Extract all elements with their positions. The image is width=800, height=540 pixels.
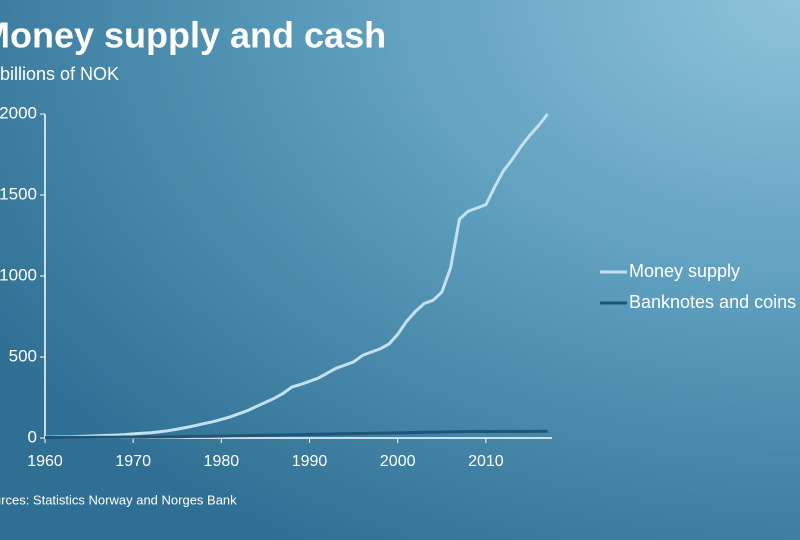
legend-label: Money supply: [629, 261, 740, 281]
x-tick-label: 2000: [380, 453, 416, 470]
y-tick-label: 1500: [0, 184, 37, 203]
y-tick-label: 500: [9, 346, 37, 365]
chart-title: Money supply and cash: [0, 15, 386, 56]
legend-label: Banknotes and coins: [629, 292, 796, 312]
source: Sources: Statistics Norway and Norges Ba…: [0, 492, 237, 507]
x-tick-label: 1960: [27, 453, 63, 470]
x-tick-label: 2010: [468, 453, 504, 470]
y-tick-label: 2000: [0, 103, 37, 122]
line-series: [45, 429, 548, 439]
line-series: [44, 113, 549, 439]
x-tick-label: 1970: [115, 453, 151, 470]
x-tick-label: 1990: [292, 453, 328, 470]
y-tick-label: 1000: [0, 265, 37, 284]
chart-subtitle: In billions of NOK: [0, 64, 119, 84]
x-tick-label: 1980: [204, 453, 240, 470]
y-tick-label: 0: [28, 427, 37, 446]
